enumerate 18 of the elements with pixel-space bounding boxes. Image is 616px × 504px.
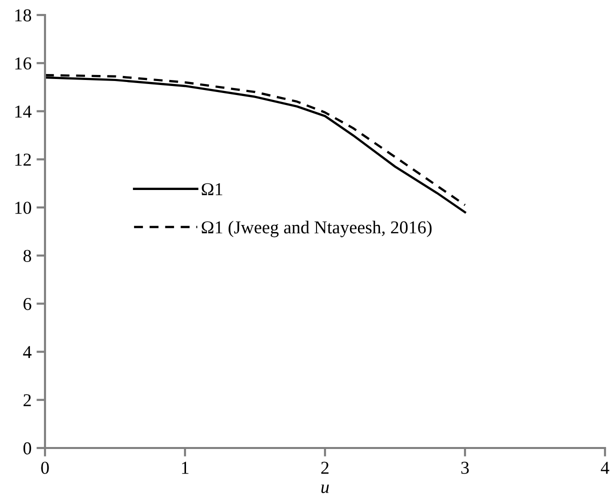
y-tick-label: 18: [15, 9, 32, 22]
x-tick-label: 1: [182, 462, 188, 474]
x-tick-label: 2: [321, 462, 329, 474]
y-tick-label: 4: [23, 346, 32, 358]
x-tick-label: 0: [41, 462, 49, 474]
y-tick-label: 10: [15, 202, 32, 214]
y-tick-label: 0: [23, 442, 32, 454]
y-tick-label: 16: [15, 57, 32, 70]
y-tick-label: 2: [24, 394, 31, 406]
x-axis-title: u: [321, 484, 329, 494]
legend-label: Ω1: [202, 183, 222, 196]
legend-label: Ω1 (Jweeg and Ntayeesh, 2016): [202, 220, 432, 238]
y-tick-label: 6: [24, 298, 32, 310]
x-tick-label: 3: [461, 462, 469, 474]
y-tick-label: 8: [23, 250, 32, 262]
y-tick-label: 14: [15, 106, 32, 118]
x-tick-label: 4: [600, 462, 610, 474]
y-tick-label: 12: [15, 154, 31, 166]
